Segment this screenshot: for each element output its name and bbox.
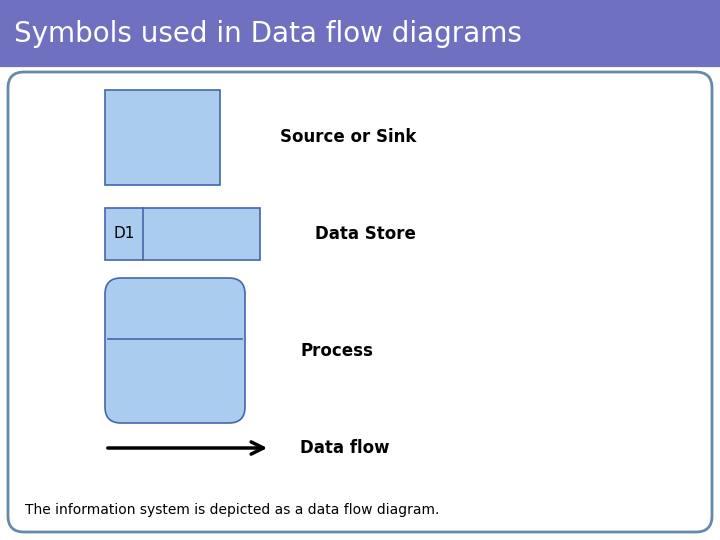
FancyBboxPatch shape xyxy=(105,278,245,423)
Text: Process: Process xyxy=(300,341,373,360)
Text: Data Store: Data Store xyxy=(315,225,416,243)
Bar xyxy=(105,90,220,185)
Text: Data flow: Data flow xyxy=(300,439,390,457)
Text: Source or Sink: Source or Sink xyxy=(280,129,416,146)
Text: D1: D1 xyxy=(113,226,135,241)
Bar xyxy=(0,0,720,68)
Text: The information system is depicted as a data flow diagram.: The information system is depicted as a … xyxy=(25,503,439,517)
Bar xyxy=(105,208,260,260)
FancyBboxPatch shape xyxy=(8,72,712,532)
Text: Symbols used in Data flow diagrams: Symbols used in Data flow diagrams xyxy=(14,20,522,48)
